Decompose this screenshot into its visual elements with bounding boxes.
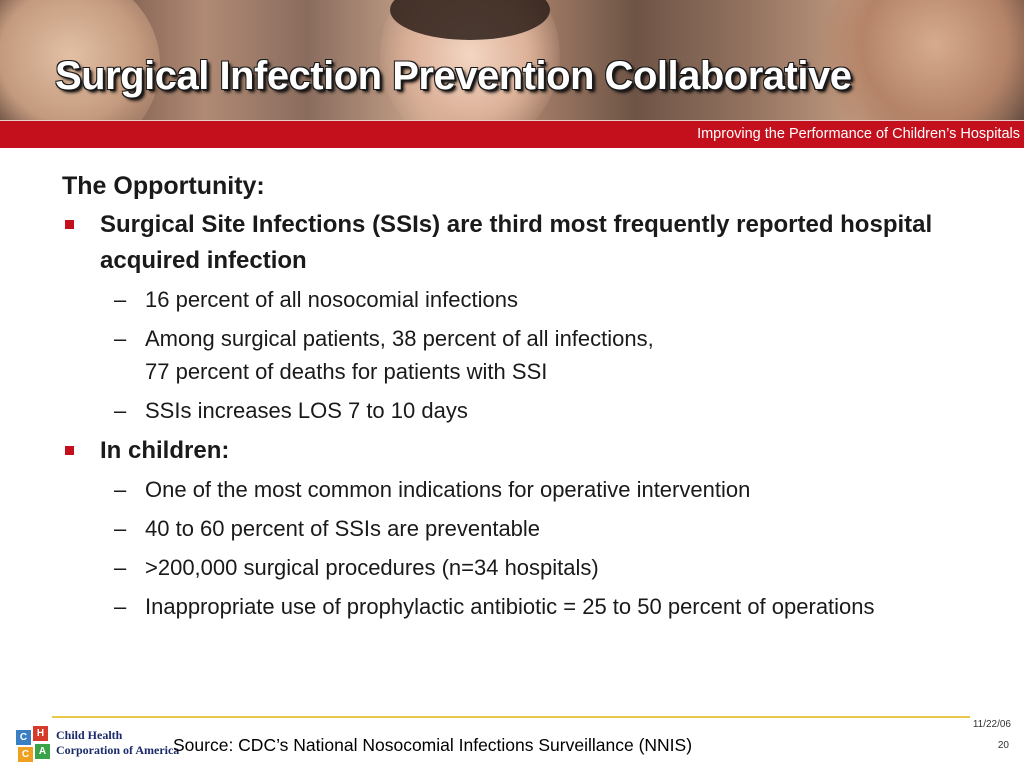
bullet-item: In children: <box>62 433 962 469</box>
sub-bullet-item: – >200,000 surgical procedures (n=34 hos… <box>62 551 962 584</box>
dash-bullet-icon: – <box>114 287 127 312</box>
square-bullet-icon <box>65 220 74 229</box>
dash-bullet-icon: – <box>114 555 127 580</box>
sub-bullet-text: Among surgical patients, 38 percent of a… <box>145 326 654 351</box>
sub-bullet-text: >200,000 surgical procedures (n=34 hospi… <box>145 555 599 580</box>
footer-rule <box>52 716 970 718</box>
sub-bullet-item: – One of the most common indications for… <box>62 473 962 506</box>
sub-bullet-text: 77 percent of deaths for patients with S… <box>145 359 548 384</box>
section-heading: The Opportunity: <box>62 172 265 200</box>
tagline: Improving the Performance of Children’s … <box>697 126 1020 142</box>
chca-logo: C H C A Child Health Corporation of Amer… <box>16 726 179 766</box>
logo-block: C <box>18 747 33 762</box>
sub-bullet-item: – Among surgical patients, 38 percent of… <box>62 322 962 388</box>
slide-body: The Opportunity: Surgical Site Infection… <box>62 172 962 629</box>
sub-bullet-item: – 16 percent of all nosocomial infection… <box>62 283 962 316</box>
tagline-bar: Improving the Performance of Children’s … <box>0 120 1024 148</box>
slide-date: 11/22/06 <box>972 719 1011 730</box>
slide-title: Surgical Infection Prevention Collaborat… <box>55 54 852 98</box>
sub-bullet-text: 16 percent of all nosocomial infections <box>145 287 518 312</box>
sub-bullet-text: 40 to 60 percent of SSIs are preventable <box>145 516 541 541</box>
sub-bullet-text: One of the most common indications for o… <box>145 477 751 502</box>
dash-bullet-icon: – <box>114 326 127 351</box>
page-number: 20 <box>997 740 1009 751</box>
logo-blocks-icon: C H C A <box>16 726 52 764</box>
woman-face-photo <box>0 0 160 120</box>
logo-block: C <box>16 730 31 745</box>
org-name-line1: Child Health <box>56 728 123 742</box>
square-bullet-icon <box>65 446 74 455</box>
man-face-photo <box>820 0 1024 120</box>
sub-bullet-item: – SSIs increases LOS 7 to 10 days <box>62 394 962 427</box>
sub-bullet-text: SSIs increases LOS 7 to 10 days <box>145 398 468 423</box>
bullet-text: Surgical Site Infections (SSIs) are thir… <box>100 211 933 274</box>
dash-bullet-icon: – <box>114 516 127 541</box>
bullet-text: In children: <box>100 437 230 464</box>
bullet-item: Surgical Site Infections (SSIs) are thir… <box>62 207 962 279</box>
org-name-line2: Corporation of America <box>56 743 180 757</box>
logo-block: H <box>33 726 48 741</box>
sub-bullet-text: Inappropriate use of prophylactic antibi… <box>145 594 875 619</box>
source-citation: Source: CDC’s National Nosocomial Infect… <box>173 735 693 755</box>
sub-bullet-item: – 40 to 60 percent of SSIs are preventab… <box>62 512 962 545</box>
sub-bullet-item: – Inappropriate use of prophylactic anti… <box>62 590 962 623</box>
header-photo-banner: Surgical Infection Prevention Collaborat… <box>0 0 1024 120</box>
org-name: Child Health Corporation of America <box>56 728 179 758</box>
dash-bullet-icon: – <box>114 594 127 619</box>
logo-block: A <box>35 744 50 759</box>
dash-bullet-icon: – <box>114 477 127 502</box>
dash-bullet-icon: – <box>114 398 127 423</box>
